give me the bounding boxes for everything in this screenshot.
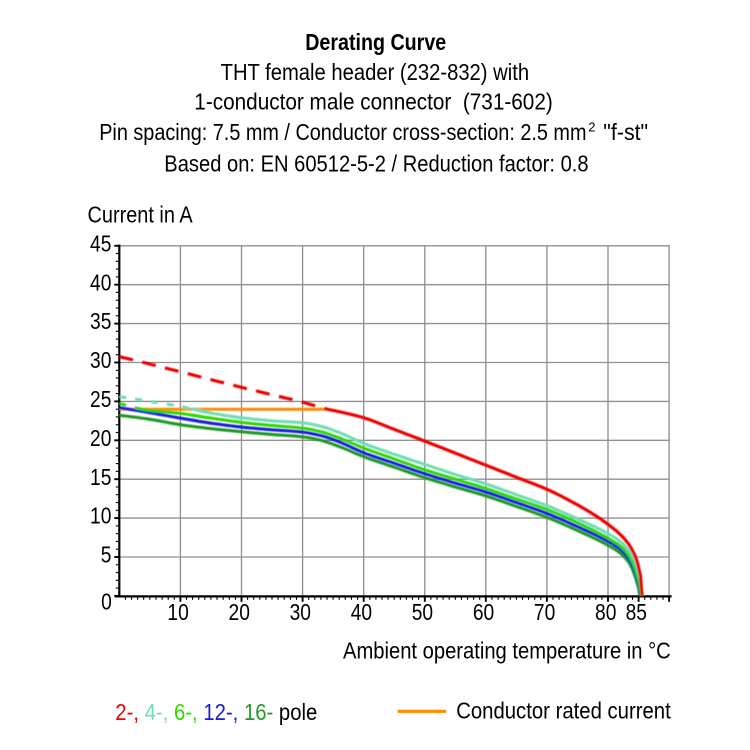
svg-text:50: 50 — [412, 600, 433, 625]
svg-text:60: 60 — [473, 600, 494, 625]
svg-text:10: 10 — [90, 504, 111, 529]
svg-text:80: 80 — [595, 600, 616, 625]
svg-text:40: 40 — [90, 271, 111, 296]
svg-text:5: 5 — [101, 543, 112, 568]
svg-text:2-, 4-, 6-, 12-, 16- pole: 2-, 4-, 6-, 12-, 16- pole — [115, 699, 317, 726]
svg-text:Current in A: Current in A — [88, 202, 194, 228]
svg-text:15: 15 — [90, 465, 111, 490]
svg-text:20: 20 — [229, 600, 250, 625]
svg-text:Derating Curve: Derating Curve — [305, 29, 446, 55]
svg-text:20: 20 — [90, 426, 111, 451]
svg-text:40: 40 — [351, 600, 372, 625]
svg-text:Ambient operating temperature: Ambient operating temperature in °C — [343, 637, 671, 664]
svg-text:70: 70 — [534, 600, 555, 625]
svg-text:30: 30 — [90, 349, 111, 374]
svg-text:Conductor rated current: Conductor rated current — [456, 697, 671, 723]
svg-text:85: 85 — [626, 600, 647, 625]
svg-text:0: 0 — [101, 590, 112, 615]
svg-text:"f-st": "f-st" — [603, 119, 648, 145]
svg-text:Based on: EN 60512-5-2 / Reduc: Based on: EN 60512-5-2 / Reduction facto… — [164, 150, 588, 177]
svg-text:45: 45 — [90, 232, 111, 257]
svg-text:10: 10 — [167, 600, 188, 625]
svg-text:1-conductor male connector (7: 1-conductor male connector (731-602) — [194, 89, 552, 115]
svg-text:35: 35 — [90, 310, 111, 335]
svg-text:2: 2 — [588, 120, 595, 135]
svg-text:30: 30 — [290, 600, 311, 625]
svg-text:THT female header (232-832) wi: THT female header (232-832) with — [221, 59, 529, 86]
svg-text:25: 25 — [90, 387, 111, 412]
svg-text:Pin spacing: 7.5 mm / Conducto: Pin spacing: 7.5 mm / Conductor cross-se… — [99, 119, 586, 145]
